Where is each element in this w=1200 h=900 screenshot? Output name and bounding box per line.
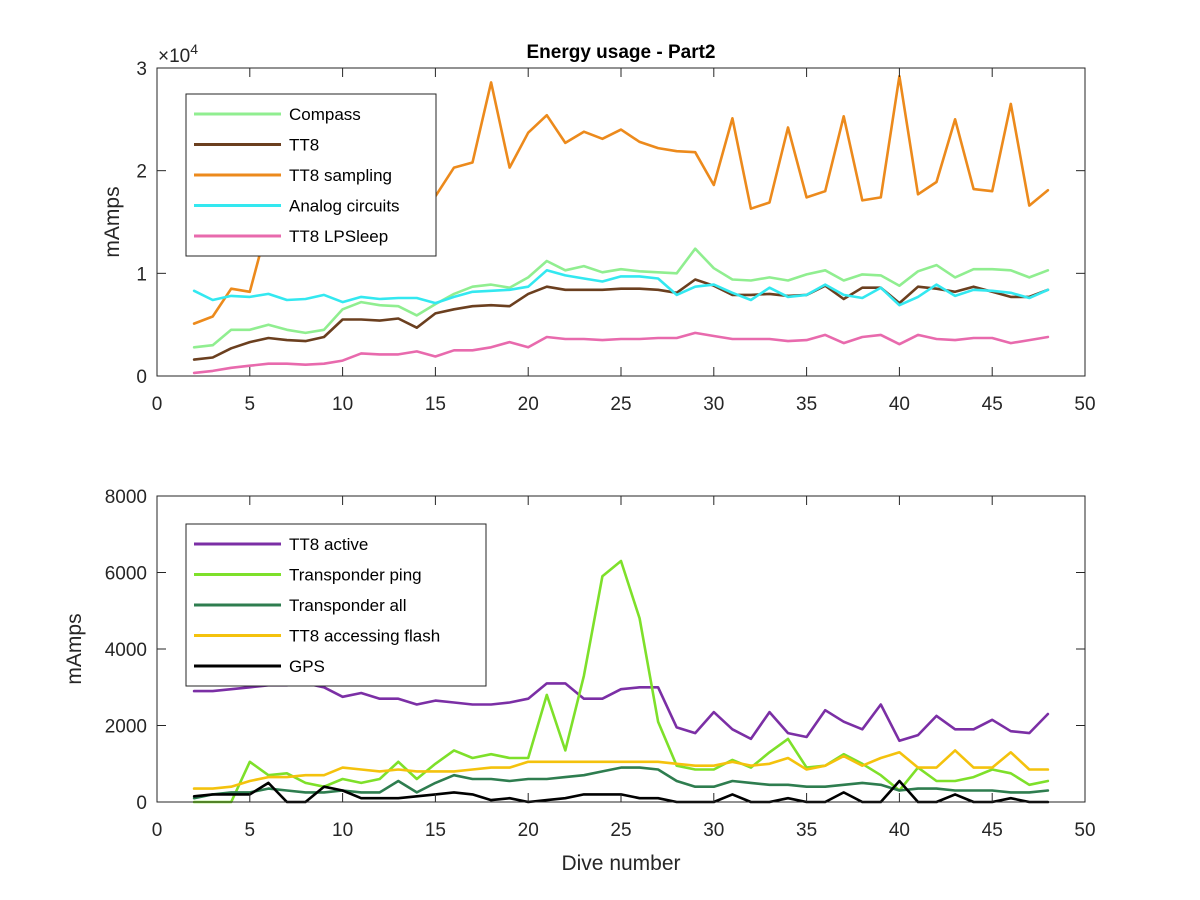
bottom-x-tick-label: 15 bbox=[425, 820, 446, 841]
bottom-x-tick-label: 25 bbox=[610, 820, 631, 841]
bottom-y-tick-label: 4000 bbox=[105, 640, 147, 661]
top-y-tick-label: 2 bbox=[136, 162, 147, 183]
series-line-tt8-lpsleep bbox=[192, 331, 1050, 375]
series-line-tt8 bbox=[192, 278, 1050, 361]
bottom-x-tick-label: 40 bbox=[889, 820, 910, 841]
legend-label-transponder-ping: Transponder ping bbox=[289, 566, 422, 585]
series-line-tt8-active bbox=[192, 682, 1050, 743]
top-x-tick-label: 15 bbox=[425, 394, 446, 415]
bottom-x-tick-label: 45 bbox=[982, 820, 1003, 841]
series-line-compass bbox=[192, 247, 1050, 349]
bottom-y-tick-label: 8000 bbox=[105, 487, 147, 508]
bottom-x-tick-label: 50 bbox=[1074, 820, 1095, 841]
top-y-tick-label: 0 bbox=[136, 367, 147, 388]
bottom-x-tick-label: 20 bbox=[518, 820, 539, 841]
legend-label-transponder-all: Transponder all bbox=[289, 596, 407, 615]
bottom-y-axis-label: mAmps bbox=[63, 613, 86, 684]
top-legend: Compass TT8 TT8 sampling Analog circuits TT8… bbox=[185, 93, 437, 257]
bottom-y-tick-label: 2000 bbox=[105, 717, 147, 738]
series-line-analog-circuits bbox=[192, 268, 1050, 307]
top-x-tick-label: 35 bbox=[796, 394, 817, 415]
legend-label-analog-circuits: Analog circuits bbox=[289, 197, 400, 216]
bottom-ticks-group: 0 5 10 15 20 25 30 35 40 45 50 0 2000 4000 6000 8000 bbox=[105, 487, 1096, 841]
top-exponent-label: ×104 bbox=[158, 41, 198, 67]
top-subplot: 0 5 10 15 20 25 30 35 40 45 50 0 1 2 3 Energy usage - … bbox=[101, 41, 1096, 415]
series-line-tt8-accessing-flash bbox=[192, 749, 1050, 790]
top-exponent-power: 4 bbox=[190, 41, 198, 57]
legend-label-tt8-lpsleep: TT8 LPSleep bbox=[289, 227, 388, 246]
top-chart-title: Energy usage - Part2 bbox=[526, 42, 715, 63]
top-x-tick-label: 30 bbox=[703, 394, 724, 415]
top-x-tick-label: 10 bbox=[332, 394, 353, 415]
bottom-x-tick-label: 30 bbox=[703, 820, 724, 841]
bottom-x-tick-label: 0 bbox=[152, 820, 163, 841]
legend-label-tt8-active: TT8 active bbox=[289, 535, 368, 554]
bottom-y-tick-label: 0 bbox=[136, 793, 147, 814]
top-x-tick-label: 5 bbox=[245, 394, 256, 415]
bottom-subplot: 0 5 10 15 20 25 30 35 40 45 50 0 2000 4000 6000 8000 mA… bbox=[63, 487, 1096, 875]
bottom-x-tick-label: 35 bbox=[796, 820, 817, 841]
bottom-x-tick-label: 10 bbox=[332, 820, 353, 841]
top-x-tick-label: 0 bbox=[152, 394, 163, 415]
legend-label-tt8-sampling: TT8 sampling bbox=[289, 166, 392, 185]
top-y-axis-label: mAmps bbox=[101, 186, 124, 257]
top-y-tick-label: 3 bbox=[136, 59, 147, 80]
legend-label-tt8-accessing-flash: TT8 accessing flash bbox=[289, 627, 440, 646]
top-y-tick-label: 1 bbox=[136, 264, 147, 285]
legend-label-gps: GPS bbox=[289, 657, 325, 676]
bottom-legend: TT8 active Transponder ping Transponder al… bbox=[185, 523, 487, 687]
top-x-tick-label: 40 bbox=[889, 394, 910, 415]
top-x-tick-label: 45 bbox=[982, 394, 1003, 415]
legend-label-compass: Compass bbox=[289, 105, 361, 124]
legend-label-tt8: TT8 bbox=[289, 136, 319, 155]
top-x-tick-label: 50 bbox=[1074, 394, 1095, 415]
series-line-transponder-ping bbox=[192, 559, 1050, 804]
top-x-tick-label: 20 bbox=[518, 394, 539, 415]
bottom-x-tick-label: 5 bbox=[245, 820, 256, 841]
top-ticks-group: 0 5 10 15 20 25 30 35 40 45 50 0 1 2 3 bbox=[136, 59, 1095, 415]
bottom-y-tick-label: 6000 bbox=[105, 564, 147, 585]
top-x-tick-label: 25 bbox=[610, 394, 631, 415]
bottom-x-axis-label: Dive number bbox=[561, 852, 680, 875]
